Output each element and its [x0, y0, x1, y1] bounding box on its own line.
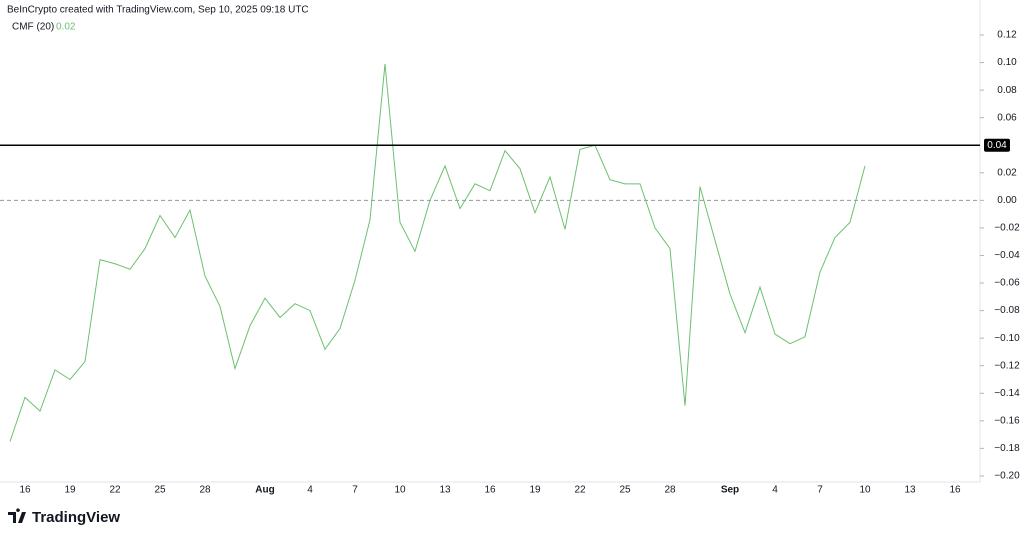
- x-tick-label: 16: [949, 485, 961, 496]
- level-label-box: [984, 138, 1010, 152]
- x-tick-label: 28: [199, 485, 211, 496]
- x-tick-label: 10: [394, 485, 406, 496]
- header: BeInCrypto created with TradingView.com,…: [7, 5, 309, 16]
- x-tick-label: 16: [484, 485, 496, 496]
- legend-value: 0.02: [56, 22, 76, 33]
- logo-text: TradingView: [32, 509, 120, 526]
- x-tick-label: 19: [529, 485, 541, 496]
- x-tick-label: 28: [664, 485, 676, 496]
- y-tick-label: −0.06: [994, 278, 1020, 289]
- x-tick-label: 13: [904, 485, 916, 496]
- x-tick-label: 10: [859, 485, 871, 496]
- x-tick-label: 7: [817, 485, 823, 496]
- y-tick-label: 0.12: [997, 30, 1017, 41]
- y-tick-label: −0.18: [994, 443, 1020, 454]
- cmf-line: [9, 63, 866, 442]
- x-tick-label: 16: [19, 485, 31, 496]
- y-tick-label: −0.04: [994, 250, 1020, 261]
- y-tick-label: −0.16: [994, 415, 1020, 426]
- y-tick-label: 0.10: [997, 57, 1017, 68]
- y-tick-label: −0.20: [994, 471, 1020, 482]
- x-tick-label: 22: [109, 485, 121, 496]
- y-tick-label: −0.08: [994, 305, 1020, 316]
- x-tick-label: 7: [352, 485, 358, 496]
- logo: TradingView: [8, 508, 120, 526]
- x-tick-label: 22: [574, 485, 586, 496]
- y-tick-label: −0.12: [994, 360, 1020, 371]
- y-tick-label: −0.02: [994, 223, 1020, 234]
- y-tick-label: 0.00: [997, 195, 1017, 206]
- x-tick-label: 4: [307, 485, 313, 496]
- y-tick-label: 0.08: [997, 85, 1017, 96]
- x-tick-label: 13: [439, 485, 451, 496]
- x-tick-label: 25: [154, 485, 166, 496]
- y-tick-label: −0.14: [994, 388, 1020, 399]
- x-tick-label: 19: [64, 485, 76, 496]
- y-tick-label: −0.10: [994, 333, 1020, 344]
- indicator-name: CMF (20): [12, 22, 54, 33]
- level-label: 0.04: [987, 140, 1007, 151]
- logo-icon: [8, 508, 26, 523]
- y-tick-label: 0.02: [997, 167, 1017, 178]
- y-tick-label: 0.06: [997, 112, 1017, 123]
- x-tick-label: Sep: [721, 485, 739, 496]
- x-tick-label: 25: [619, 485, 631, 496]
- x-tick-label: Aug: [255, 485, 274, 496]
- x-tick-label: 4: [772, 485, 778, 496]
